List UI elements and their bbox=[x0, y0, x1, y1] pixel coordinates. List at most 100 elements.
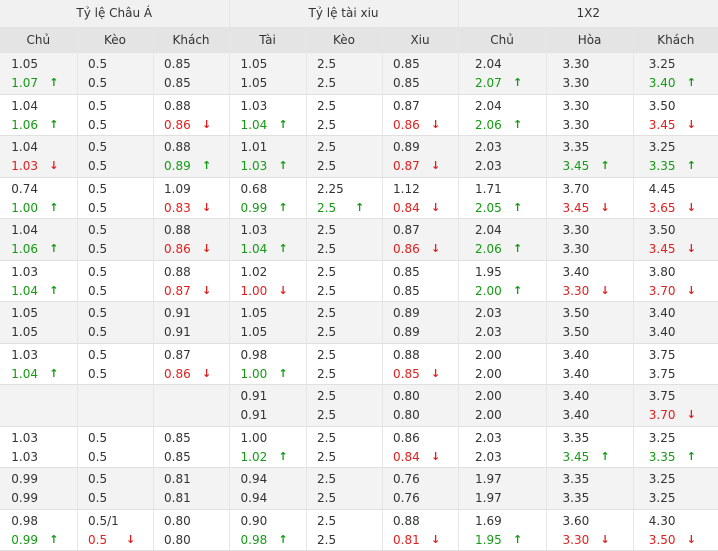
odds-row-bottom: 1.04 ↑ 0.5 0.86 ↓ 1.00 ↑ 2.5 0.85 ↓ 2.00 3.40 3.75 bbox=[0, 363, 718, 385]
odds-cell-1x2-home: 2.07 ↑ bbox=[458, 73, 547, 95]
col-1x2-draw: Hòa bbox=[546, 27, 634, 53]
odds-cell-away: 0.87 ↓ bbox=[153, 280, 230, 302]
odds-value-wrap: 0.85 bbox=[393, 282, 447, 300]
odds-cell-1x2-home: 2.03 bbox=[458, 322, 547, 344]
odds-value-wrap: 2.5 bbox=[317, 470, 371, 488]
odds-value-wrap: 0.89 ↑ bbox=[164, 157, 218, 175]
odds-value: 2.04 bbox=[475, 98, 502, 113]
odds-cell-over: 0.94 bbox=[229, 488, 307, 510]
odds-value: 2.04 bbox=[475, 223, 502, 237]
odds-cell-under: 0.89 bbox=[382, 135, 459, 156]
odds-value-wrap bbox=[11, 387, 65, 405]
odds-value-wrap: 2.5 bbox=[317, 55, 371, 73]
odds-value: 1.04 bbox=[240, 117, 268, 132]
odds-value-wrap: 0.5 bbox=[88, 74, 142, 92]
odds-value-wrap: 0.5 bbox=[88, 116, 142, 134]
arrow-up-icon: ↑ bbox=[600, 449, 610, 463]
odds-value: 0.76 bbox=[393, 472, 420, 486]
odds-value-wrap bbox=[164, 387, 218, 405]
odds-value: 1.04 bbox=[11, 283, 38, 298]
odds-value-wrap: 2.00 bbox=[475, 365, 529, 383]
arrow-up-icon: ↑ bbox=[513, 117, 523, 131]
odds-value-wrap: 1.07 ↑ bbox=[11, 74, 65, 92]
odds-value-wrap bbox=[88, 387, 142, 405]
arrow-down-icon: ↓ bbox=[431, 532, 441, 546]
odds-cell-handicap: 0.5 bbox=[77, 343, 154, 364]
odds-value: 1.06 bbox=[11, 117, 38, 132]
odds-cell-under: 0.87 ↓ bbox=[382, 156, 459, 178]
odds-cell-1x2-draw: 3.40 bbox=[546, 363, 634, 385]
odds-value: 0.5 bbox=[88, 325, 108, 340]
odds-cell-1x2-draw: 3.45 ↑ bbox=[546, 446, 634, 468]
odds-cell-under: 0.84 ↓ bbox=[382, 197, 459, 219]
odds-value: 1.05 bbox=[11, 57, 38, 71]
odds-value: 2.5 bbox=[317, 491, 337, 506]
col-under: Xiu bbox=[382, 27, 459, 53]
odds-value: 2.5 bbox=[317, 283, 337, 298]
odds-value: 4.45 bbox=[648, 181, 676, 196]
odds-value: 2.5 bbox=[317, 347, 337, 362]
odds-cell-1x2-home: 2.00 bbox=[458, 405, 547, 427]
arrow-up-icon: ↑ bbox=[49, 532, 59, 546]
odds-cell-home bbox=[0, 384, 78, 405]
odds-value-wrap: 1.05 bbox=[11, 55, 65, 73]
odds-value-wrap: 2.06 ↑ bbox=[475, 116, 529, 134]
odds-cell-over: 1.02 ↑ bbox=[229, 446, 307, 468]
odds-value-wrap: 0.5 bbox=[88, 180, 142, 198]
odds-value: 2.5 bbox=[317, 513, 337, 528]
odds-value: 2.5 bbox=[317, 117, 337, 132]
odds-cell-handicap: 0.5 bbox=[77, 73, 154, 95]
odds-cell-home: 1.00 ↑ bbox=[0, 197, 78, 219]
odds-cell-away: 0.81 bbox=[153, 467, 230, 488]
odds-value-wrap: 2.5 bbox=[317, 304, 371, 322]
odds-value: 3.70 bbox=[562, 181, 590, 196]
arrow-up-icon: ↑ bbox=[686, 449, 697, 463]
odds-value: 1.04 bbox=[11, 140, 38, 154]
odds-value: 0.5 bbox=[88, 472, 108, 486]
arrow-down-icon: ↓ bbox=[202, 283, 212, 297]
odds-value: 0.86 bbox=[393, 117, 420, 132]
odds-value: 0.88 bbox=[164, 98, 191, 113]
odds-value-wrap: 1.12 bbox=[393, 180, 447, 198]
odds-value-wrap: 0.5 bbox=[88, 489, 142, 507]
odds-value: 0.89 bbox=[393, 325, 420, 340]
odds-cell-1x2-draw: 3.45 ↑ bbox=[546, 156, 634, 178]
odds-value-wrap: 0.86 ↓ bbox=[164, 365, 218, 383]
odds-value: 0.85 bbox=[393, 264, 420, 279]
odds-value: 3.30 bbox=[562, 117, 590, 132]
odds-value-wrap: 2.5 bbox=[317, 346, 371, 364]
odds-cell-away: 0.85 bbox=[153, 73, 230, 95]
odds-value: 2.5 bbox=[317, 223, 337, 237]
odds-value: 2.5 bbox=[317, 140, 337, 154]
odds-cell-line: 2.5 bbox=[306, 156, 383, 178]
odds-value-wrap: 0.88 bbox=[164, 97, 218, 115]
odds-cell-away: 0.85 bbox=[153, 426, 230, 447]
odds-value-wrap: 3.70 ↓ bbox=[649, 406, 703, 424]
odds-value-wrap: 1.03 bbox=[241, 221, 295, 239]
group-over-under: Tỷ lệ tài xiu bbox=[229, 0, 459, 28]
odds-value: 0.99 bbox=[11, 472, 38, 486]
odds-cell-handicap: 0.5 bbox=[77, 488, 154, 510]
odds-value: 2.5 bbox=[317, 76, 337, 91]
odds-cell-over: 1.05 bbox=[229, 73, 307, 95]
odds-value: 2.5 bbox=[317, 472, 337, 486]
odds-cell-under: 0.86 ↓ bbox=[382, 239, 459, 261]
odds-value-wrap: 2.5 bbox=[317, 448, 371, 466]
odds-value: 1.00 bbox=[240, 430, 268, 445]
odds-row-top: 1.05 0.5 0.85 1.05 2.5 0.85 2.04 3.30 3.25 bbox=[0, 53, 718, 73]
odds-cell-under: 0.76 bbox=[382, 488, 459, 510]
odds-cell-1x2-draw: 3.60 bbox=[546, 509, 634, 530]
odds-cell-over: 0.91 bbox=[229, 405, 307, 427]
odds-value-wrap: 0.98 bbox=[11, 512, 65, 530]
odds-cell-handicap: 0.5 bbox=[77, 322, 154, 344]
odds-cell-home: 1.04 ↑ bbox=[0, 280, 78, 302]
odds-cell-over: 1.05 bbox=[229, 53, 307, 73]
odds-value: 0.5 bbox=[88, 181, 108, 196]
odds-cell-handicap: 0.5 bbox=[77, 94, 154, 115]
odds-value: 0.86 bbox=[393, 242, 420, 257]
odds-cell-handicap: 0.5 ↓ bbox=[77, 529, 154, 551]
odds-value-wrap: 0.87 ↓ bbox=[164, 282, 218, 300]
odds-value-wrap: 3.75 bbox=[649, 346, 703, 364]
arrow-down-icon: ↓ bbox=[600, 200, 610, 214]
odds-value-wrap: 0.91 bbox=[241, 387, 295, 405]
